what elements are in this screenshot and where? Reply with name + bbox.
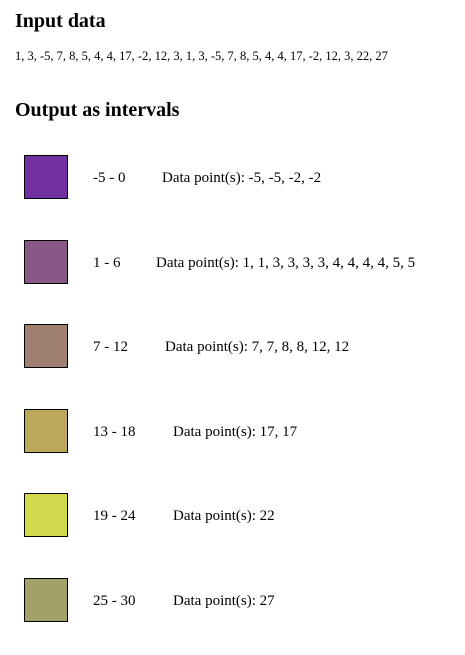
interval-range: 25 - 30 <box>93 593 136 609</box>
interval-data-points: Data point(s): 7, 7, 8, 8, 12, 12 <box>165 338 349 356</box>
interval-range: 13 - 18 <box>93 424 136 440</box>
input-data-heading: Input data <box>15 10 106 32</box>
interval-range: -5 - 0 <box>93 170 126 186</box>
data-points-label: Data point(s): <box>173 424 256 440</box>
interval-color-swatch <box>24 240 68 284</box>
data-points-values: 22 <box>259 508 275 524</box>
interval-range: 1 - 6 <box>93 255 121 271</box>
interval-row: 7 - 12 Data point(s): 7, 7, 8, 8, 12, 12 <box>0 324 465 368</box>
data-points-values: 27 <box>259 593 275 609</box>
interval-row: 19 - 24 Data point(s): 22 <box>0 493 465 537</box>
interval-data-points: Data point(s): 17, 17 <box>173 423 297 441</box>
interval-color-swatch <box>24 578 68 622</box>
interval-row: 25 - 30 Data point(s): 27 <box>0 578 465 622</box>
data-points-values: 17, 17 <box>259 424 298 440</box>
data-points-label: Data point(s): <box>173 508 256 524</box>
data-points-values: 1, 1, 3, 3, 3, 3, 4, 4, 4, 4, 5, 5 <box>242 255 416 271</box>
interval-color-swatch <box>24 155 68 199</box>
interval-data-points: Data point(s): 1, 1, 3, 3, 3, 3, 4, 4, 4… <box>156 254 415 272</box>
interval-data-points: Data point(s): -5, -5, -2, -2 <box>162 169 321 187</box>
data-points-values: -5, -5, -2, -2 <box>248 170 322 186</box>
interval-color-swatch <box>24 324 68 368</box>
data-points-label: Data point(s): <box>165 339 248 355</box>
input-values-text: 1, 3, -5, 7, 8, 5, 4, 4, 17, -2, 12, 3, … <box>15 49 388 63</box>
data-points-label: Data point(s): <box>162 170 245 186</box>
data-points-values: 7, 7, 8, 8, 12, 12 <box>251 339 350 355</box>
interval-color-swatch <box>24 409 68 453</box>
interval-row: 1 - 6 Data point(s): 1, 1, 3, 3, 3, 3, 4… <box>0 240 465 284</box>
interval-data-points: Data point(s): 22 <box>173 507 275 525</box>
interval-row: -5 - 0 Data point(s): -5, -5, -2, -2 <box>0 155 465 199</box>
interval-range: 19 - 24 <box>93 508 136 524</box>
output-intervals-heading: Output as intervals <box>15 99 180 121</box>
interval-range: 7 - 12 <box>93 339 128 355</box>
data-points-label: Data point(s): <box>156 255 239 271</box>
interval-row: 13 - 18 Data point(s): 17, 17 <box>0 409 465 453</box>
data-points-label: Data point(s): <box>173 593 256 609</box>
interval-color-swatch <box>24 493 68 537</box>
interval-data-points: Data point(s): 27 <box>173 592 275 610</box>
